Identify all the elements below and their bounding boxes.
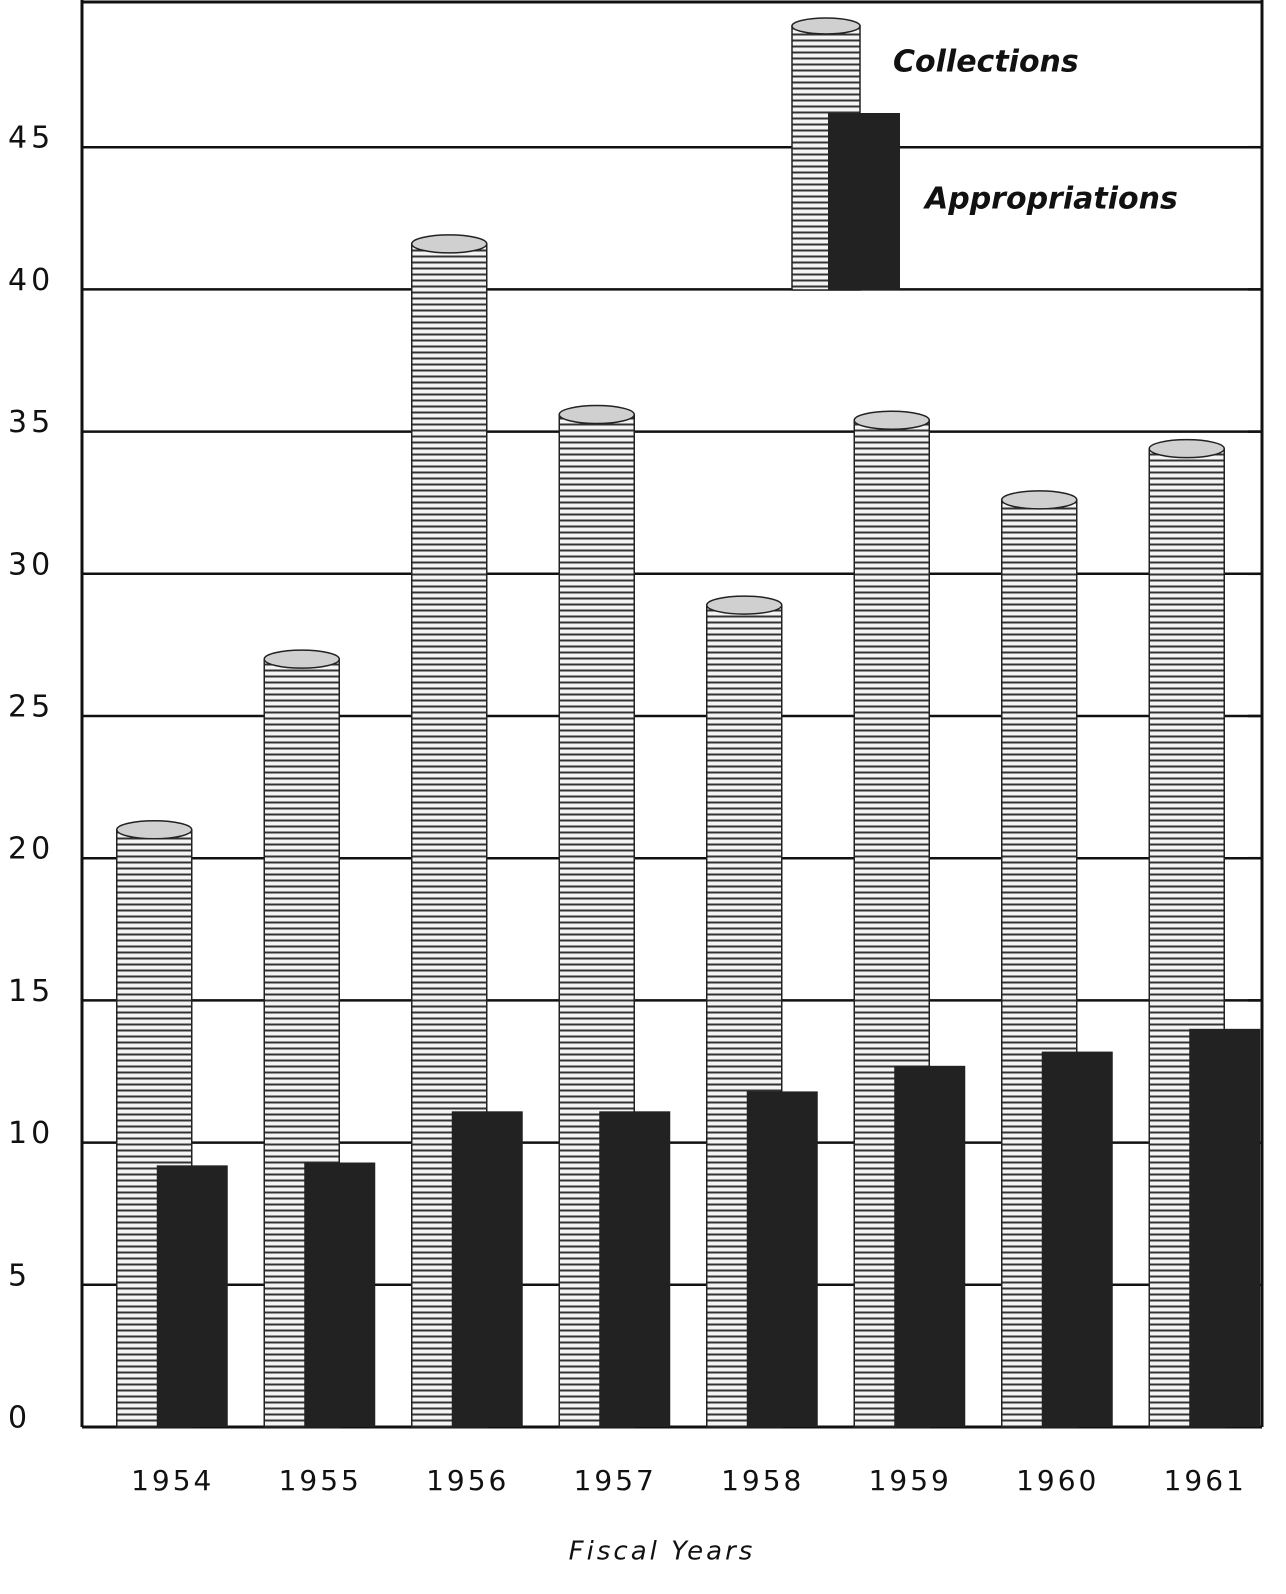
bar-cap [1149,440,1224,458]
y-tick-label: 35 [8,405,54,440]
x-tick-label: 1957 [574,1464,657,1497]
x-tick-label: 1956 [426,1464,509,1497]
bar-cap [412,235,487,253]
bar-cap [117,821,192,839]
bar [157,1165,228,1427]
x-tick-label: 1961 [1164,1464,1247,1497]
legend-swatch-cap [792,18,860,34]
x-tick-label: 1955 [279,1464,362,1497]
y-tick-label: 45 [8,121,54,156]
bar [747,1091,818,1427]
bar-cap [559,406,634,424]
y-tick-label: 10 [8,1116,54,1151]
bar-cap [707,596,782,614]
x-tick-label: 1960 [1016,1464,1099,1497]
y-tick-label: 15 [8,974,54,1009]
bar [452,1111,523,1427]
x-tick-label: 1959 [869,1464,952,1497]
bar [599,1111,670,1427]
bar [1189,1029,1260,1427]
bar [304,1163,375,1427]
y-tick-label: 20 [8,832,54,867]
y-tick-label: 30 [8,547,54,582]
bar-cap [1002,491,1077,509]
bar-cap [854,411,929,429]
bar-cap [264,650,339,668]
bar [1042,1052,1113,1427]
x-tick-label: 1954 [131,1464,214,1497]
bar [894,1066,965,1427]
chart: Fiscal Years 0 5 10 15 20 25 30 35 40 45 1954 1955 1… [0,0,1286,1594]
x-axis-title: Fiscal Years [569,1537,756,1567]
legend-label: Appropriations [923,182,1178,217]
legend-swatch [828,113,900,290]
y-tick-label: 5 [8,1258,31,1293]
y-tick-label: 25 [8,690,54,725]
y-tick-label: 0 [8,1401,31,1436]
legend-label: Collections [893,45,1079,80]
x-tick-label: 1958 [721,1464,804,1497]
y-tick-label: 40 [8,263,54,298]
